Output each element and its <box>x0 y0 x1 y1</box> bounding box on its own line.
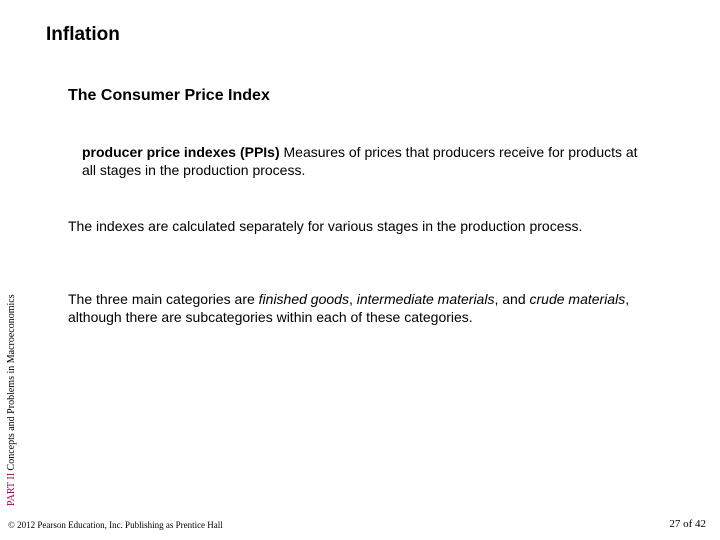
sidebar-label: PART II Concepts and Problems in Macroec… <box>6 294 17 506</box>
sidebar-part: PART II <box>6 473 17 506</box>
para2-em1: finished goods <box>259 291 349 307</box>
para2-em2: intermediate materials <box>357 291 495 307</box>
para2-mid1: , <box>349 291 357 307</box>
slide-title: Inflation <box>46 24 120 46</box>
page-number: 27 of 42 <box>669 518 706 530</box>
para2-em3: crude materials <box>530 291 626 307</box>
para2-pre: The three main categories are <box>68 291 259 307</box>
para2-mid2: , and <box>494 291 529 307</box>
definition-block: producer price indexes (PPIs) Measures o… <box>82 143 642 179</box>
paragraph-1: The indexes are calculated separately fo… <box>68 217 638 235</box>
paragraph-2: The three main categories are finished g… <box>68 290 648 326</box>
page-sep: of <box>680 518 695 530</box>
copyright-text: © 2012 Pearson Education, Inc. Publishin… <box>8 520 223 530</box>
page-current: 27 <box>669 518 680 530</box>
definition-term: producer price indexes (PPIs) <box>82 144 280 160</box>
sidebar-rest: Concepts and Problems in Macroeconomics <box>6 294 17 473</box>
page-total: 42 <box>695 518 706 530</box>
slide-subtitle: The Consumer Price Index <box>68 87 270 105</box>
slide: Inflation The Consumer Price Index produ… <box>0 0 720 540</box>
